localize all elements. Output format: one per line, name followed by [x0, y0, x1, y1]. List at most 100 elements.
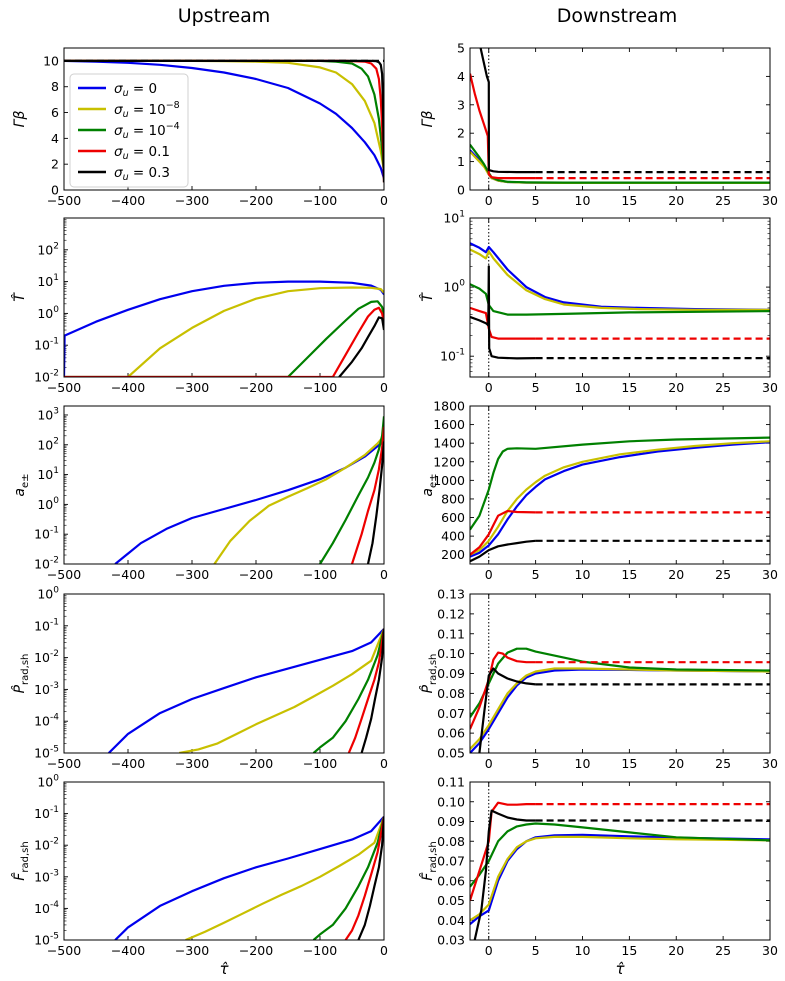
x-tick-label: 25 [715, 567, 731, 582]
x-tick-label: −500 [47, 193, 81, 208]
x-tick-label: −500 [47, 943, 81, 958]
x-tick-label: 0 [380, 756, 388, 771]
series-line-sigma-1e-8 [185, 816, 384, 940]
y-axis-label: P̂rad,sh [11, 654, 31, 694]
panel-dn-P: 0.05 0.06 0.07 0.08 0.09 0.10 0.11 0.12 0.13 0 5 10… [419, 587, 778, 772]
panel-dn-T: 10-1 100 101 0 5 10 15 20 25 30 T̂ [419, 210, 778, 396]
x-tick-label: 5 [532, 193, 540, 208]
series-line-sigma-0p3 [366, 441, 384, 564]
x-tick-label: 5 [532, 380, 540, 395]
y-tick-label: 10-5 [34, 932, 59, 948]
x-tick-label: 20 [668, 380, 684, 395]
panel-dn-gb: 0 1 2 3 4 5 0 5 10 15 20 25 30 Γβ [420, 41, 778, 209]
y-tick-label: 0.03 [437, 933, 465, 948]
series-line-sigma-0 [114, 815, 384, 940]
x-tick-label: 0 [380, 567, 388, 582]
x-tick-label: 30 [762, 567, 778, 582]
plot-frame [469, 593, 771, 754]
series-line-sigma-1e-4 [319, 416, 384, 564]
series-group [470, 801, 770, 940]
x-tick-label: 30 [762, 943, 778, 958]
x-tick-label: −300 [175, 193, 209, 208]
y-tick-label: 1800 [433, 399, 465, 414]
x-tick-label: 5 [532, 567, 540, 582]
x-tick-label: 0 [485, 943, 493, 958]
panel-up-F: 10-5 10-4 10-3 10-2 10-1 100 −500 −400 −300 −200 −… [11, 774, 388, 979]
x-tick-label: −100 [303, 193, 337, 208]
y-tick-label: 200 [441, 547, 465, 562]
plot-frame [63, 217, 385, 378]
panel-up-gb: 0 2 4 6 8 10 −500 −400 −300 −200 −100 0 Γβ [12, 47, 388, 208]
x-tick-label: 10 [575, 380, 591, 395]
y-tick-label: 10-1 [34, 617, 59, 633]
x-tick-label: 10 [575, 756, 591, 771]
series-line-sigma-0p1 [344, 816, 384, 940]
y-tick-label: 4 [457, 69, 465, 84]
panel-dn-F: 0.03 0.04 0.05 0.06 0.07 0.08 0.09 0.10 0.11 0 5 10… [419, 775, 778, 979]
x-tick-label: −200 [239, 943, 273, 958]
x-tick-label: −300 [175, 380, 209, 395]
series-line-sigma-0p3 [470, 539, 536, 563]
y-tick-label: 0.07 [437, 706, 465, 721]
series-line-sigma-0p1 [470, 509, 536, 556]
y-tick-label: 10-1 [34, 805, 59, 821]
plot-frame [469, 781, 771, 941]
y-tick-label: 10-1 [34, 337, 59, 353]
y-tick-label: 10-2 [34, 837, 59, 853]
y-tick-label: 10-4 [34, 713, 59, 729]
y-tick-label: 600 [441, 510, 465, 525]
y-tick-label: 0.12 [437, 606, 465, 621]
y-tick-label: 0.09 [437, 814, 465, 829]
x-tick-label: −200 [239, 193, 273, 208]
x-tick-label: −400 [111, 380, 145, 395]
plot-frame [469, 405, 771, 565]
y-tick-label: 100 [443, 279, 465, 295]
series-group [470, 647, 770, 753]
downstream-column-title: Downstream [557, 5, 677, 27]
series-line-sigma-0p3 [357, 816, 384, 940]
x-tick-label: 25 [715, 756, 731, 771]
x-tick-label: 20 [668, 756, 684, 771]
series-line-sigma-1e-4 [312, 628, 384, 753]
x-tick-label: −200 [239, 380, 273, 395]
y-tick-label: 2 [457, 126, 465, 141]
x-tick-label: −500 [47, 567, 81, 582]
y-tick-label: 102 [37, 436, 59, 452]
plot-frame [63, 405, 385, 565]
plot-frame [469, 217, 771, 378]
y-axis-label: Γβ [420, 111, 436, 128]
y-tick-label: 10-2 [34, 649, 59, 665]
series-line-sigma-1e-4 [470, 647, 770, 718]
y-tick-label: 101 [37, 466, 59, 482]
y-tick-label: 100 [37, 305, 59, 321]
x-tick-label: −100 [303, 756, 337, 771]
y-tick-label: 2 [51, 157, 59, 172]
y-axis-label: P̂rad,sh [419, 654, 439, 694]
series-line-sigma-1e-8 [127, 286, 384, 377]
y-tick-label: 0 [457, 183, 465, 198]
y-tick-label: 1200 [433, 454, 465, 469]
y-axis-label: Γβ [12, 111, 28, 128]
plot-frame [63, 593, 385, 754]
y-axis-label: T̂ [419, 292, 436, 302]
x-tick-label: −500 [47, 756, 81, 771]
x-tick-label: 10 [575, 943, 591, 958]
x-tick-label: −300 [175, 943, 209, 958]
plot-frame [63, 47, 385, 191]
series-line-sigma-1e-8 [470, 248, 770, 311]
x-tick-label: 15 [621, 756, 637, 771]
series-line-sigma-1e-8 [178, 628, 384, 753]
y-tick-label: 0.13 [437, 587, 465, 602]
legend-label-sigma-0: σu = 0 [114, 81, 157, 99]
x-tick-label: 0 [485, 193, 493, 208]
y-tick-label: 1 [457, 154, 465, 169]
series-line-sigma-0p1 [64, 306, 384, 377]
series-group [108, 628, 384, 753]
series-line-sigma-1e-8 [470, 667, 770, 750]
y-tick-label: 101 [443, 210, 465, 226]
y-tick-label: 4 [51, 131, 59, 146]
x-tick-label: 0 [380, 943, 388, 958]
x-tick-label: 15 [621, 567, 637, 582]
